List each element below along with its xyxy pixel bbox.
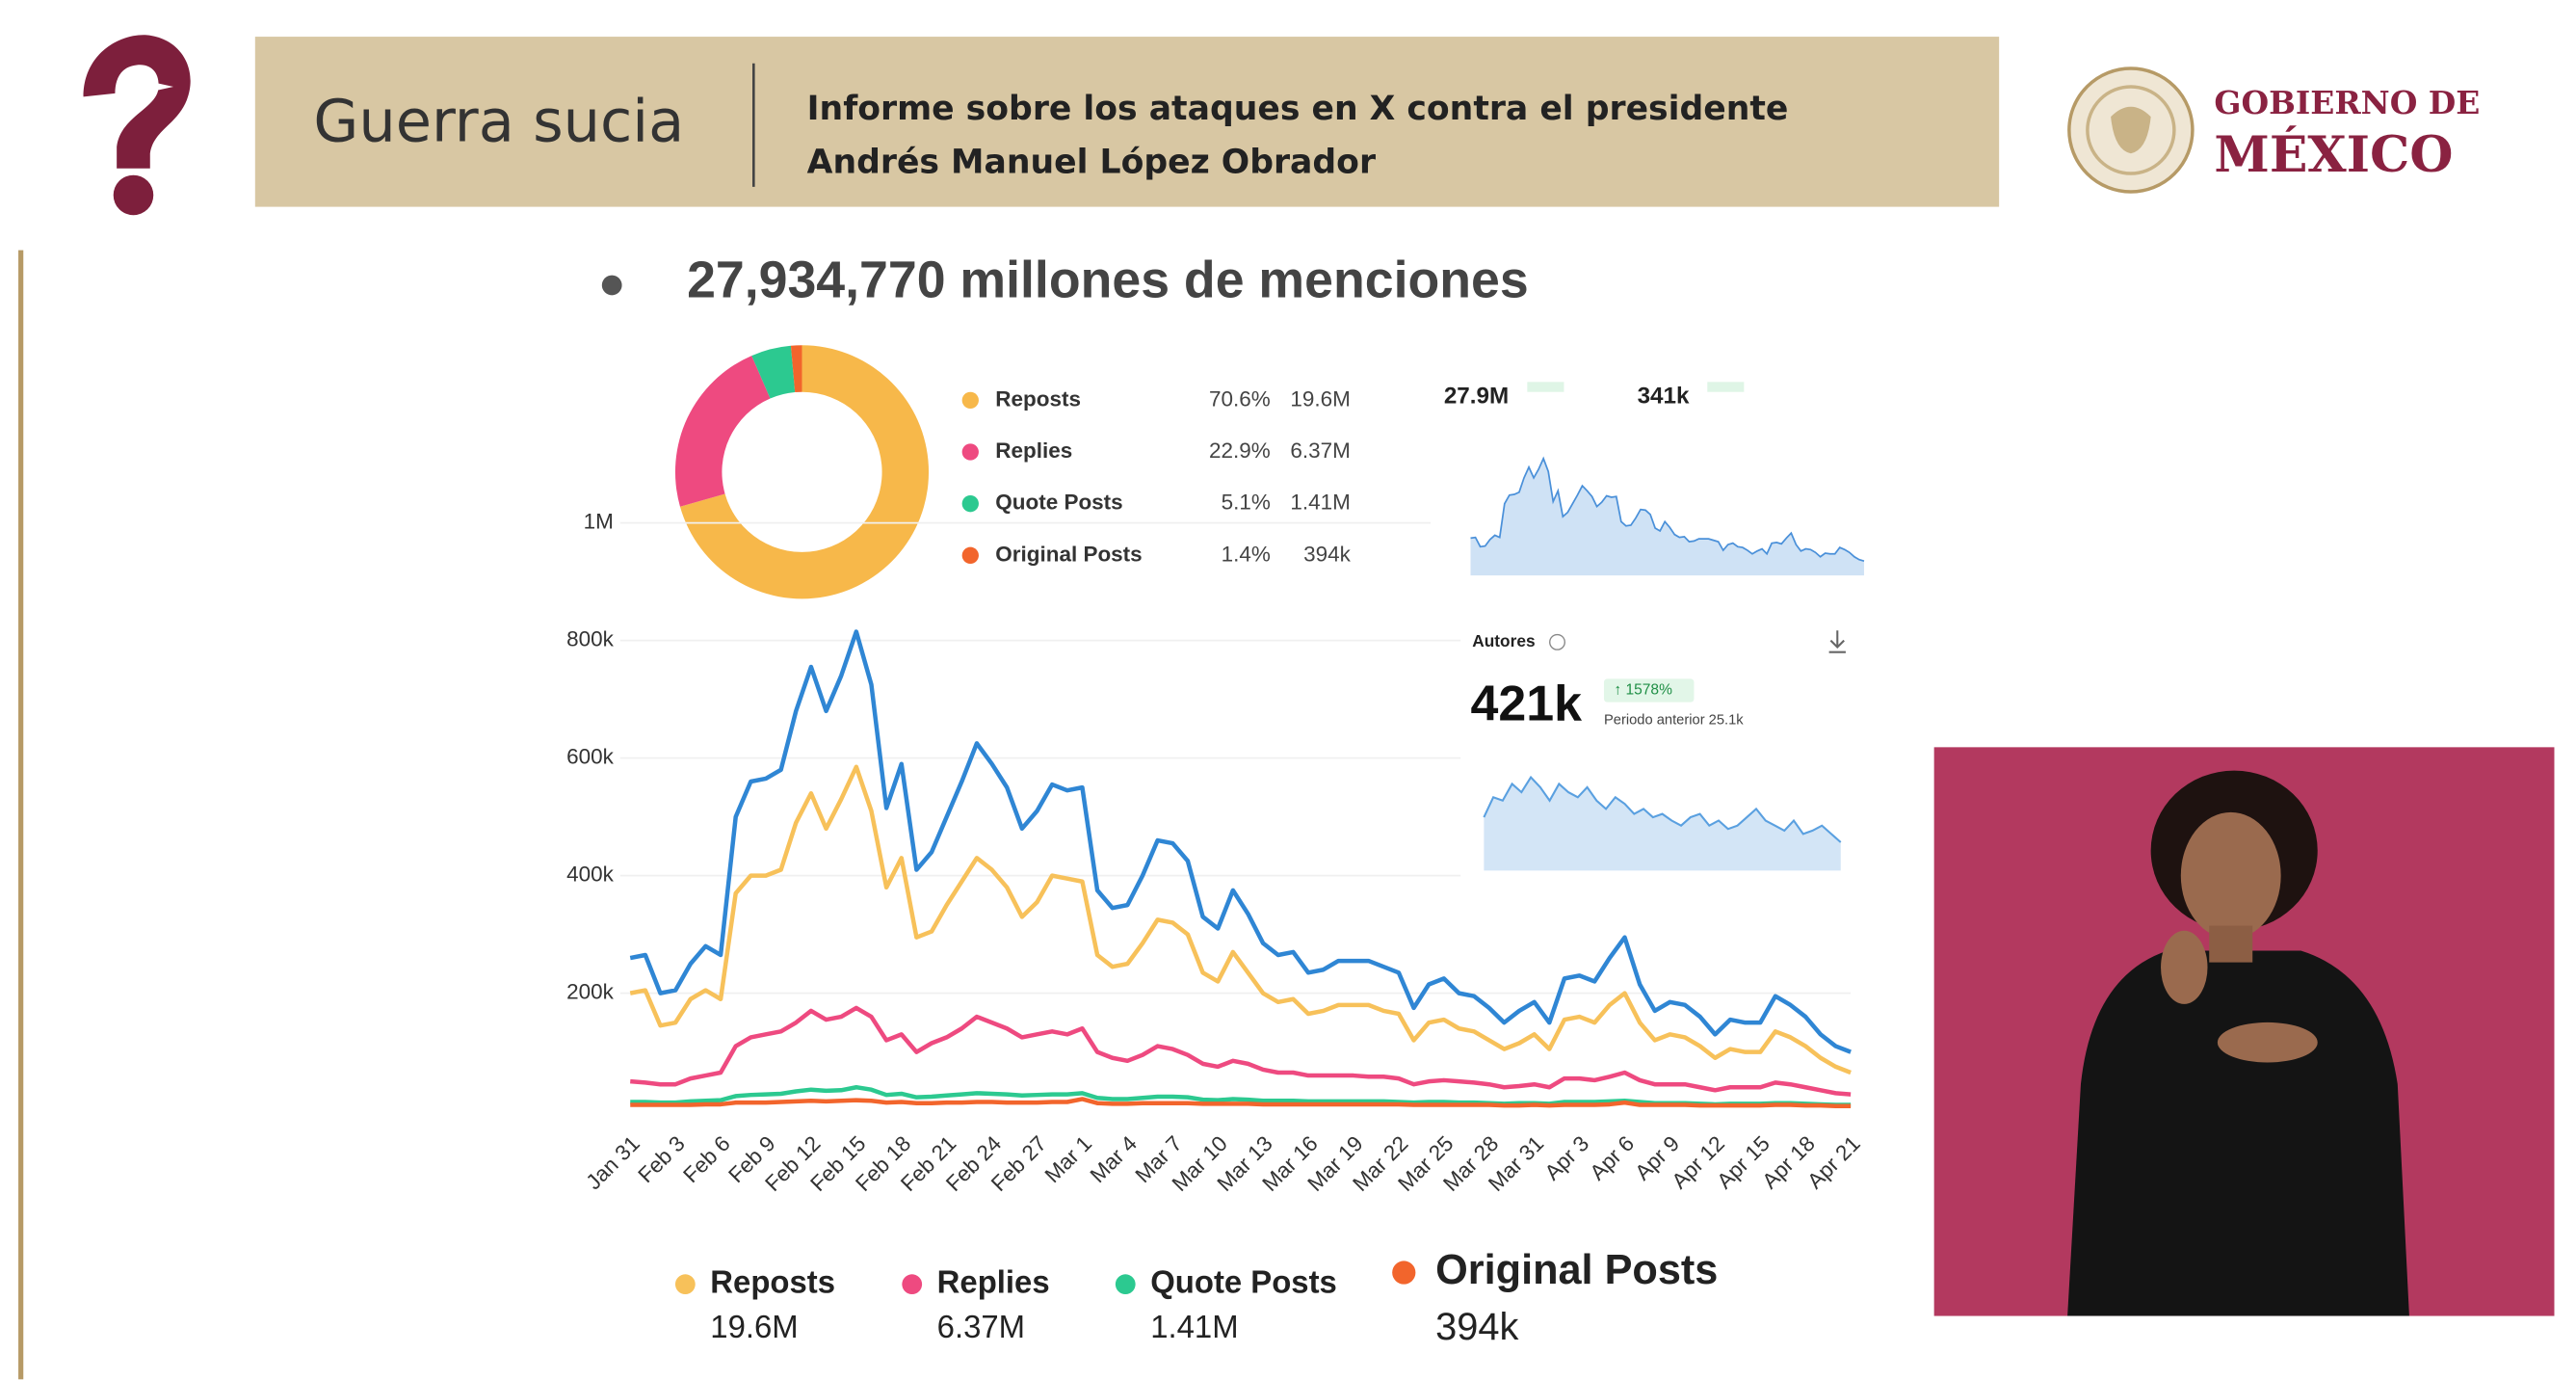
authors-previous: Periodo anterior 25.1k bbox=[1604, 713, 1744, 729]
heading: 27,934,770 millones de menciones bbox=[687, 251, 1529, 308]
legend-label: Replies bbox=[995, 438, 1072, 463]
percent-label: 1.4% bbox=[1222, 542, 1271, 566]
seal bbox=[2067, 66, 2195, 194]
bullet bbox=[601, 275, 622, 296]
summary-value: 27.9M bbox=[1444, 383, 1509, 409]
total-label: 6.37M bbox=[1290, 438, 1351, 463]
percent-label: 70.6% bbox=[1209, 386, 1271, 411]
mini-line bbox=[1470, 456, 1865, 563]
legend-label: Reposts bbox=[710, 1263, 835, 1299]
legend-dot bbox=[1115, 1274, 1136, 1295]
authors-area bbox=[1484, 777, 1841, 871]
legend-dot bbox=[674, 1274, 696, 1295]
series-line bbox=[629, 764, 1852, 1075]
authors-line bbox=[1483, 775, 1842, 843]
y-tick-label: 600k bbox=[566, 745, 615, 769]
series-line bbox=[629, 629, 1852, 1054]
side-rule bbox=[18, 250, 24, 1380]
header-line: Informe sobre los ataques en X contra el… bbox=[807, 90, 1789, 128]
download-icon bbox=[1828, 630, 1846, 653]
mini-area bbox=[1470, 458, 1864, 576]
legend-total: 19.6M bbox=[710, 1309, 798, 1344]
total-label: 19.6M bbox=[1290, 386, 1351, 411]
pie-slice bbox=[751, 345, 796, 399]
legend-dot bbox=[961, 495, 979, 513]
header-line: Andrés Manuel López Obrador bbox=[807, 144, 1376, 182]
y-tick-label: 200k bbox=[566, 980, 615, 1004]
logo-question bbox=[83, 35, 191, 216]
legend-dot bbox=[961, 546, 979, 564]
legend-dot bbox=[961, 391, 979, 410]
legend-total: 1.41M bbox=[1150, 1309, 1238, 1344]
change-badge bbox=[1603, 678, 1695, 703]
y-tick-label: 1M bbox=[584, 510, 614, 534]
legend-label: Quote Posts bbox=[995, 491, 1122, 515]
legend-label: Quote Posts bbox=[1150, 1263, 1337, 1299]
y-tick-label: 400k bbox=[566, 862, 615, 887]
interpreter-video bbox=[1933, 747, 2555, 1316]
y-tick-label: 800k bbox=[566, 627, 615, 651]
badge bbox=[1707, 382, 1745, 392]
legend-total: 6.37M bbox=[937, 1309, 1025, 1344]
legend-total: 394k bbox=[1435, 1306, 1518, 1348]
pie-slice bbox=[674, 356, 771, 507]
legend-label: Reposts bbox=[995, 386, 1081, 411]
pie-slice bbox=[679, 345, 930, 599]
legend-dot bbox=[902, 1274, 923, 1295]
logo-text: MÉXICO bbox=[2214, 124, 2453, 184]
summary-value: 341k bbox=[1638, 383, 1690, 409]
percent-label: 22.9% bbox=[1209, 438, 1271, 463]
authors-label: Autores bbox=[1472, 631, 1535, 650]
legend-dot bbox=[1392, 1261, 1416, 1285]
info-icon bbox=[1549, 633, 1565, 650]
authors-change: ↑ 1578% bbox=[1614, 682, 1672, 699]
series-line bbox=[630, 1005, 1852, 1097]
header-band bbox=[254, 37, 2000, 207]
pie-slice bbox=[790, 345, 802, 393]
legend-label: Original Posts bbox=[995, 542, 1142, 566]
authors-total: 421k bbox=[1471, 677, 1583, 732]
series-line bbox=[630, 1085, 1852, 1107]
section-title: Guerra sucia bbox=[313, 88, 684, 155]
percent-label: 5.1% bbox=[1222, 491, 1271, 515]
series-line bbox=[630, 1097, 1852, 1109]
legend-dot bbox=[961, 443, 979, 461]
logo-text: GOBIERNO DE bbox=[2214, 84, 2480, 121]
total-label: 1.41M bbox=[1290, 491, 1351, 515]
total-label: 394k bbox=[1303, 542, 1352, 566]
badge bbox=[1527, 382, 1564, 392]
legend-label: Original Posts bbox=[1435, 1247, 1718, 1293]
legend-label: Replies bbox=[937, 1263, 1050, 1299]
